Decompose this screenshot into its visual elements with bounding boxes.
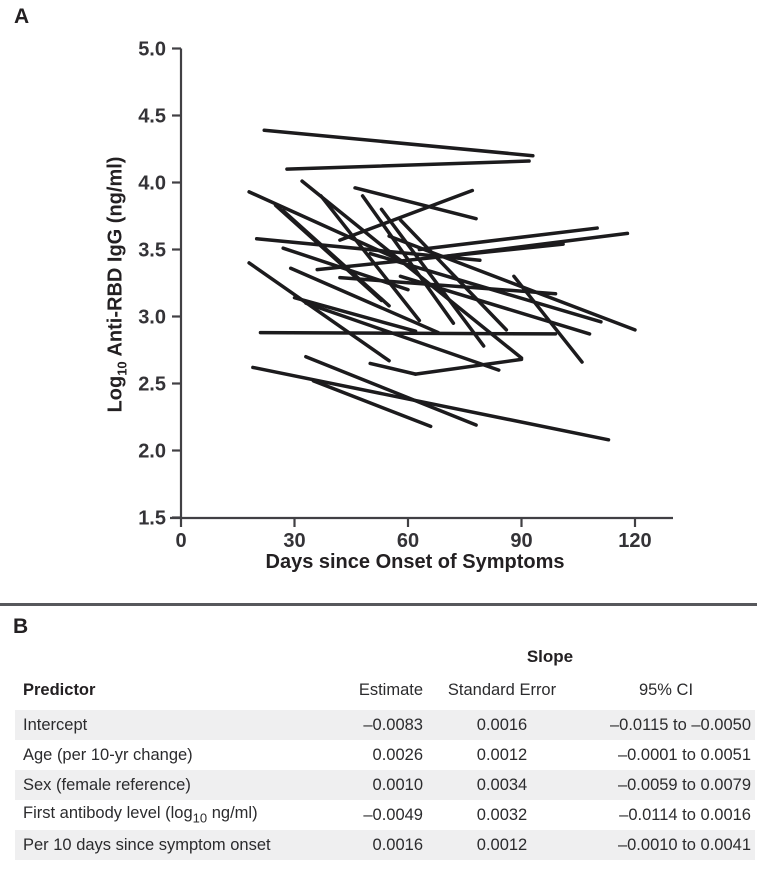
cell-standard-error: 0.0032 [476, 805, 528, 824]
column-header-estimate: Estimate [358, 680, 423, 699]
y-axis-title: Log10 Anti-RBD IgG (ng/ml) [104, 156, 130, 413]
x-tick-label: 90 [510, 530, 532, 552]
table-row: Sex (female reference) 0.0010 0.0034 –0.005… [15, 770, 755, 800]
cell-ci: –0.0001 to 0.0051 [617, 745, 751, 764]
table-row: Per 10 days since symptom onset 0.0016 0.0… [15, 830, 755, 860]
spaghetti-plot: 0 30 60 90 120 1.5 2.0 2.5 3.0 3.5 4.0 4.5 5.0 [138, 39, 673, 552]
cell-standard-error: 0.0012 [476, 745, 528, 764]
subject-line [247, 261, 391, 363]
x-tick-label: 0 [175, 530, 186, 552]
subject-line [338, 275, 558, 296]
cell-predictor: Per 10 days since symptom onset [23, 835, 271, 854]
subject-line [319, 194, 422, 323]
subject-line [338, 188, 475, 242]
y-tick-label: 4.5 [138, 106, 166, 128]
table-header-row: Predictor Estimate Standard Error 95% CI [15, 670, 755, 710]
subject-line [353, 186, 478, 221]
subject-line [288, 266, 441, 335]
table-row: Age (per 10-yr change) 0.0026 0.0012 –0.000… [15, 740, 755, 770]
regression-table-body: Intercept –0.0083 0.0016 –0.0115 to –0.0050… [15, 710, 755, 860]
y-tick-label: 1.5 [138, 508, 166, 530]
column-header-standard-error: Standard Error [447, 680, 557, 699]
cell-estimate: –0.0083 [363, 715, 423, 734]
cell-ci: –0.0115 to –0.0050 [610, 715, 751, 734]
subject-line [258, 330, 558, 336]
x-tick-label: 30 [283, 530, 305, 552]
subject-line [417, 226, 599, 252]
panel-divider [0, 603, 757, 606]
subject-line [262, 128, 535, 158]
y-tick-label: 5.0 [138, 39, 166, 61]
cell-estimate: –0.0049 [363, 805, 423, 824]
cell-predictor: Intercept [23, 715, 88, 734]
cell-predictor: Age (per 10-yr change) [23, 745, 193, 764]
subject-line [360, 194, 456, 325]
y-tick-label: 2.5 [138, 374, 166, 396]
cell-standard-error: 0.0016 [476, 715, 528, 734]
subject-line [444, 231, 630, 258]
y-tick-label: 3.5 [138, 240, 166, 262]
y-tick-label: 3.0 [138, 307, 166, 329]
subject-line [379, 207, 486, 348]
regression-table: Slope Predictor Estimate Standard Error … [15, 644, 755, 860]
cell-estimate: 0.0016 [372, 835, 423, 854]
subject-line [285, 159, 531, 171]
table-group-header-row: Slope [15, 644, 755, 670]
x-axis-title: Days since Onset of Symptoms [265, 551, 565, 573]
panel-a-label: A [14, 5, 30, 28]
subject-line [304, 301, 501, 372]
cell-ci: –0.0010 to 0.0041 [617, 835, 751, 854]
cell-predictor: First antibody level (log10 ng/ml) [23, 804, 258, 826]
table-row: Intercept –0.0083 0.0016 –0.0115 to –0.0050 [15, 710, 755, 740]
subject-line [311, 379, 433, 429]
subject-line [304, 354, 478, 427]
subject-line [300, 179, 524, 360]
subject-line [368, 251, 603, 324]
column-header-ci: 95% CI [638, 680, 694, 699]
cell-ci: –0.0059 to 0.0079 [617, 775, 751, 794]
slope-group-header: Slope [526, 647, 574, 666]
cell-predictor: Sex (female reference) [23, 775, 191, 794]
table-row: First antibody level (log10 ng/ml) –0.004… [15, 800, 755, 830]
subject-line [512, 274, 584, 364]
y-tick-label: 2.0 [138, 441, 166, 463]
cell-estimate: 0.0026 [372, 745, 423, 764]
cell-estimate: 0.0010 [372, 775, 423, 794]
cell-standard-error: 0.0012 [476, 835, 528, 854]
panel-b-label: B [13, 615, 29, 638]
subject-line [368, 361, 418, 376]
subject-line [413, 357, 524, 376]
subject-line [398, 218, 509, 332]
cell-ci: –0.0114 to 0.0016 [619, 805, 751, 824]
subject-line [251, 365, 611, 442]
cell-standard-error: 0.0034 [476, 775, 528, 794]
subject-line [398, 274, 592, 336]
subject-line [292, 295, 418, 333]
x-tick-label: 120 [618, 530, 651, 552]
y-tick-label: 4.0 [138, 173, 166, 195]
column-header-predictor: Predictor [23, 680, 96, 699]
x-tick-label: 60 [397, 530, 419, 552]
subject-line [281, 208, 391, 308]
